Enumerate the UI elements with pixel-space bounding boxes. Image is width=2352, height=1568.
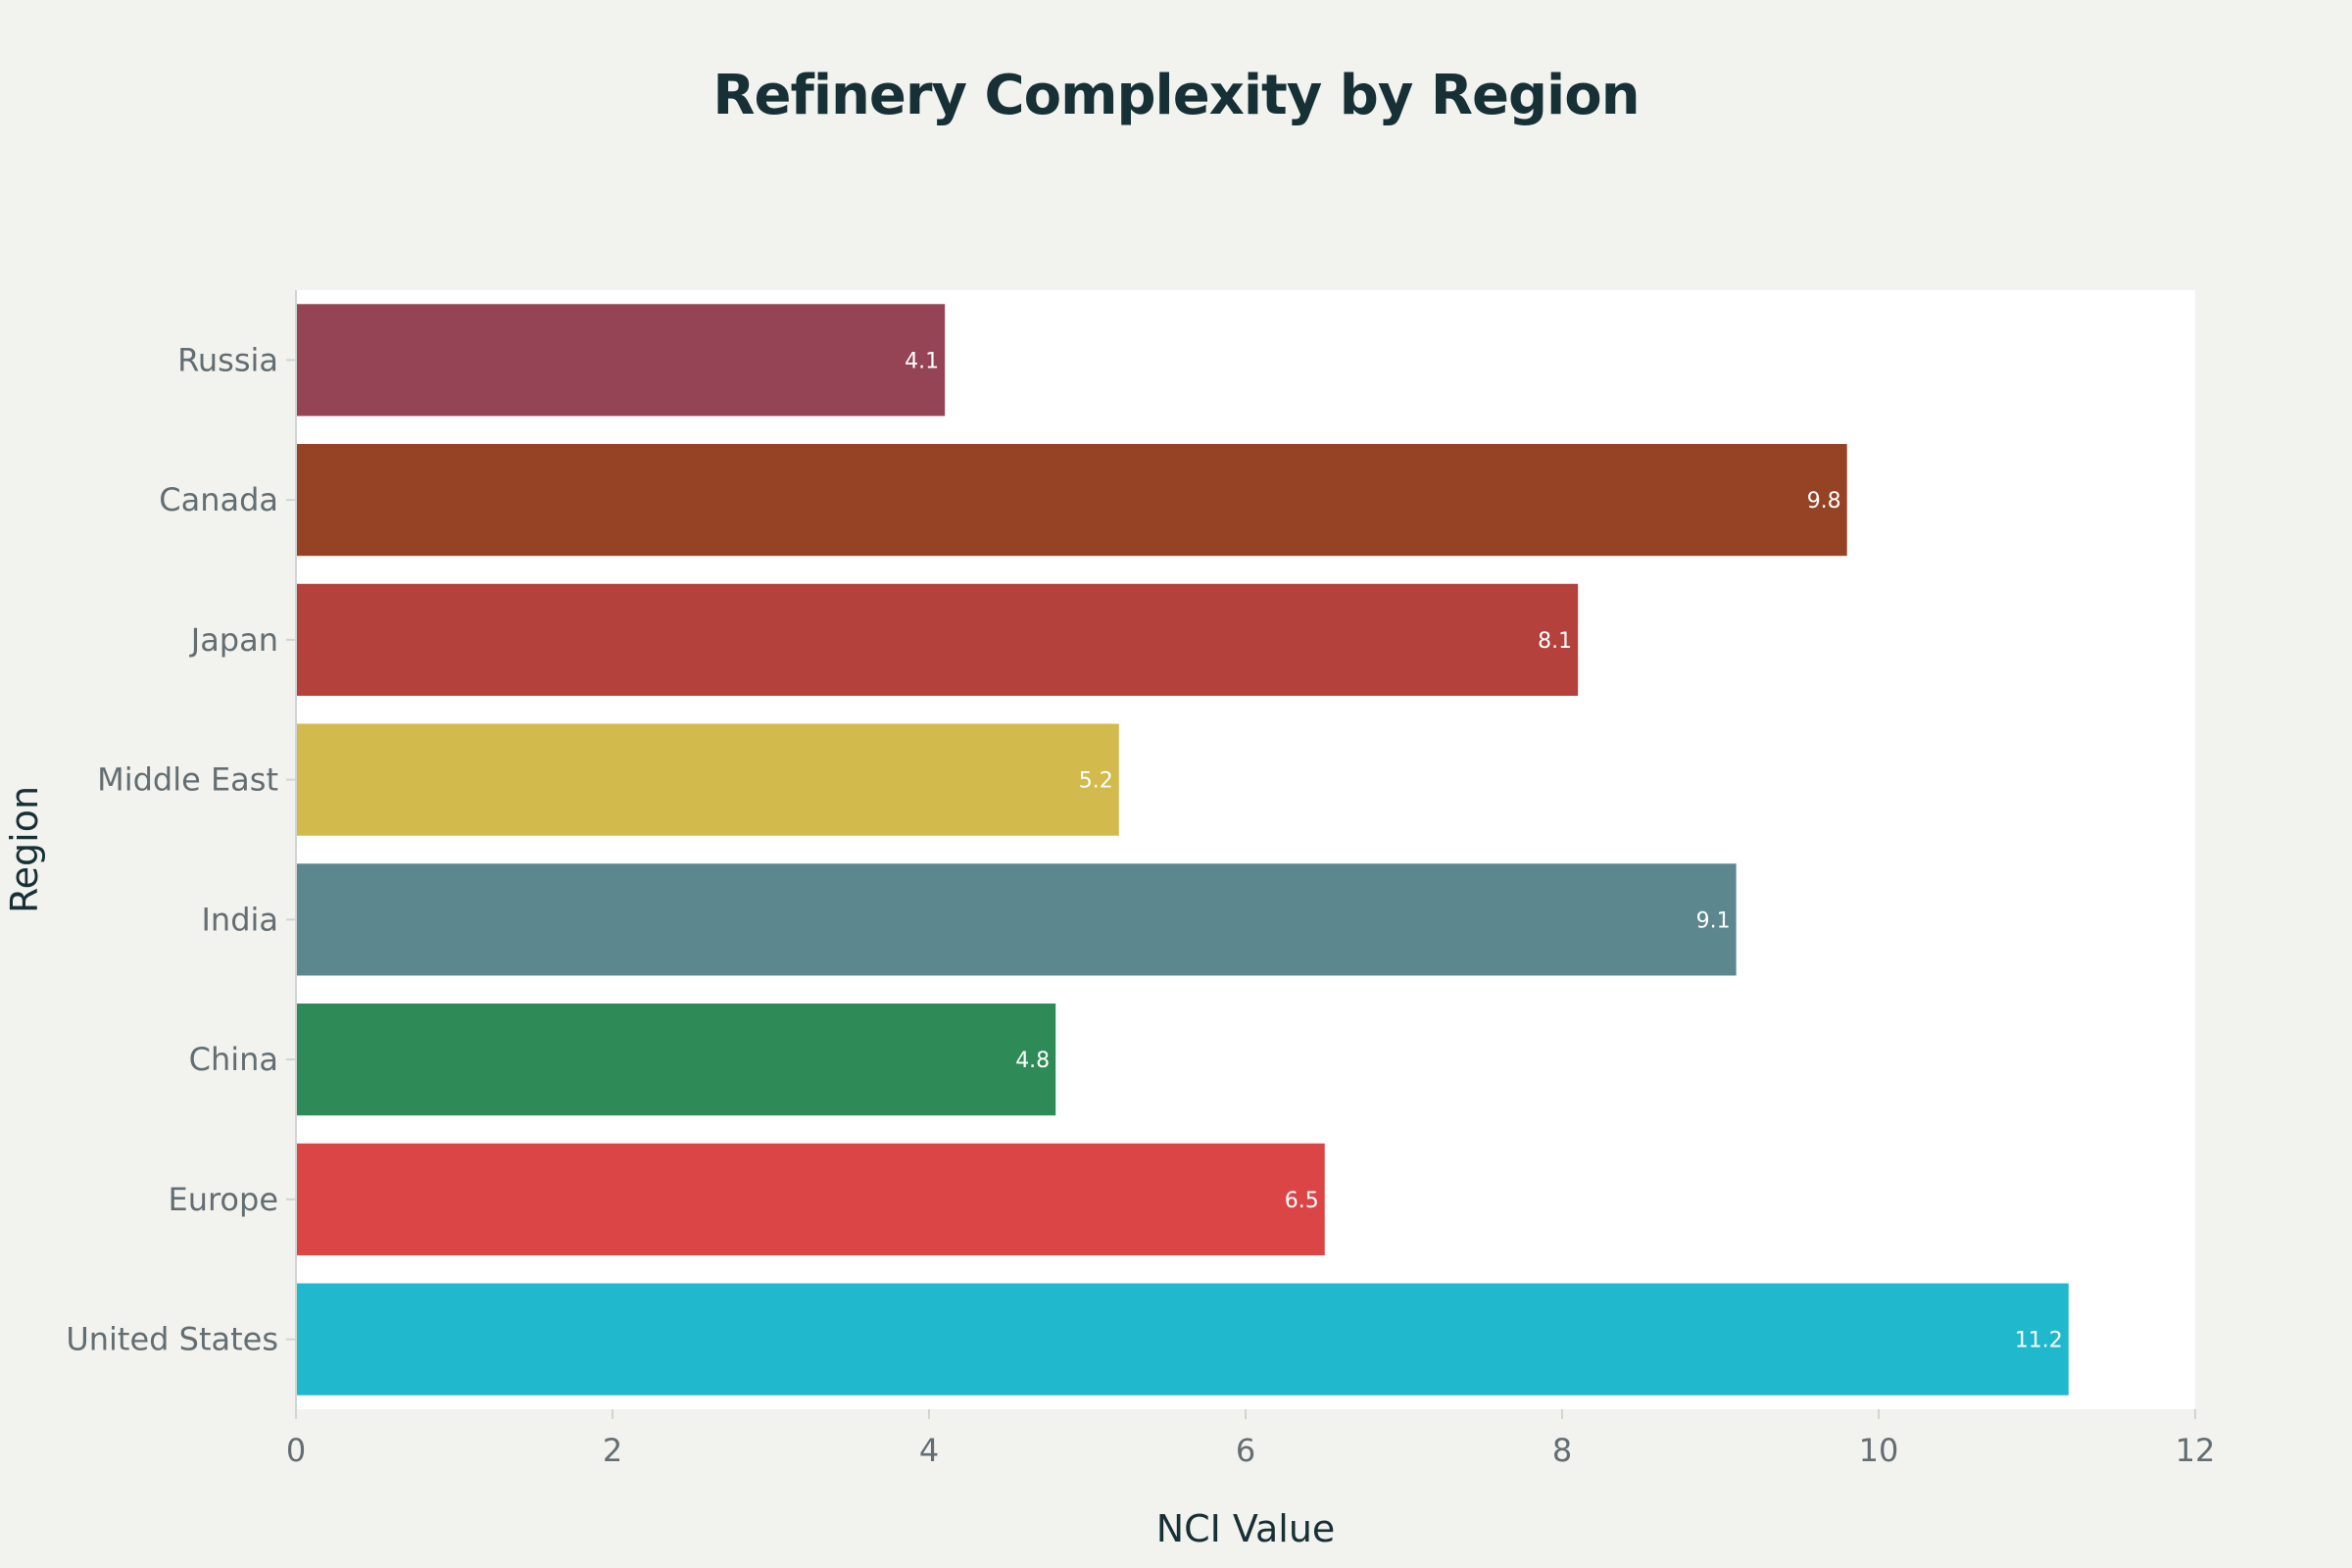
y-tick-label: Middle East [97,761,278,799]
bar-japan [296,583,1579,696]
x-tick-label: 0 [286,1432,306,1469]
y-tick-label: Europe [168,1181,278,1218]
y-tick-label: Japan [189,621,278,659]
data-label: 9.8 [1807,489,1841,514]
bar-india [296,863,1737,976]
y-tick-label: Russia [177,341,278,378]
data-label: 4.8 [1015,1049,1050,1073]
y-axis: United States Europe China India Middle East… [66,341,296,1358]
bar-canada [296,444,1847,557]
bar-china [296,1004,1056,1116]
bars-group: 11.2 6.5 4.8 9.1 5.2 8.1 9.8 4.1 [296,304,2069,1396]
x-tick-label: 10 [1859,1432,1899,1469]
x-tick-label: 2 [603,1432,622,1469]
data-label: 9.1 [1696,908,1731,933]
data-label: 8.1 [1538,629,1572,654]
bar-middle-east [296,723,1119,836]
y-tick-label: United States [66,1321,278,1358]
y-tick-label: Canada [159,481,278,518]
data-label: 4.1 [905,349,939,373]
x-tick-label: 12 [2176,1432,2216,1469]
data-label: 6.5 [1285,1189,1319,1213]
y-tick-label: China [189,1041,278,1078]
chart-title: Refinery Complexity by Region [712,64,1639,127]
bar-russia [296,304,946,416]
x-axis-title: NCI Value [1156,1507,1336,1550]
data-label: 5.2 [1079,769,1113,794]
bar-europe [296,1143,1325,1255]
data-label: 11.2 [2015,1329,2063,1353]
y-tick-label: India [201,901,278,938]
x-tick-label: 6 [1236,1432,1255,1469]
x-tick-label: 4 [919,1432,939,1469]
x-tick-label: 8 [1552,1432,1572,1469]
x-axis: 0 2 4 6 8 10 12 [286,1409,2216,1469]
y-axis-title: Region [3,786,46,913]
bar-united-states [296,1283,2069,1396]
